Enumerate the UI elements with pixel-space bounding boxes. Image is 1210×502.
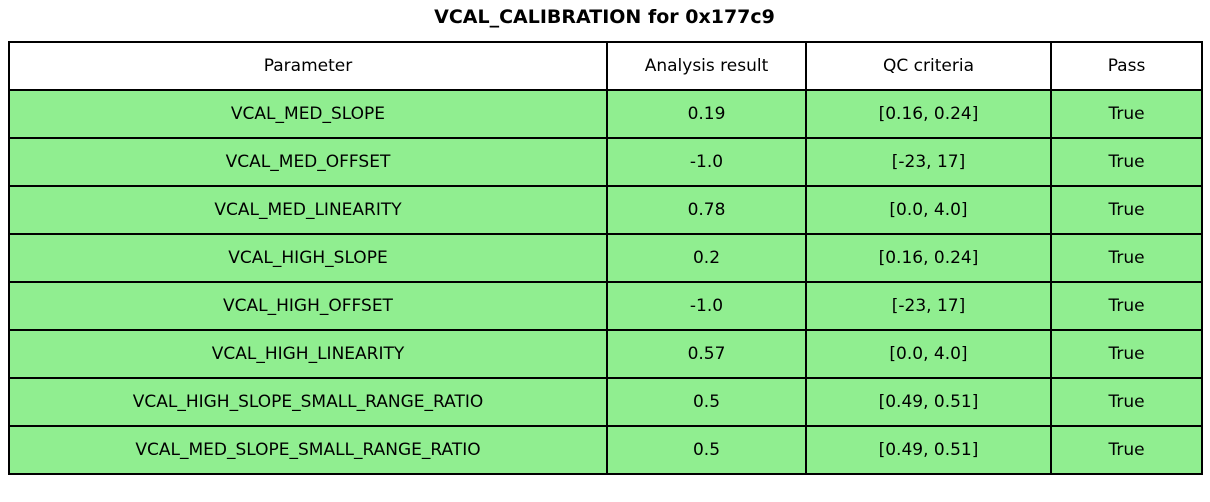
cell-parameter: VCAL_HIGH_SLOPE_SMALL_RANGE_RATIO: [8, 377, 608, 427]
table-row: VCAL_MED_OFFSET -1.0 [-23, 17] True: [8, 137, 1203, 187]
cell-qc-criteria: [-23, 17]: [805, 137, 1052, 187]
cell-pass: True: [1050, 137, 1203, 187]
cell-analysis-result: 0.2: [606, 233, 807, 283]
cell-qc-criteria: [0.16, 0.24]: [805, 233, 1052, 283]
table-row: VCAL_HIGH_SLOPE 0.2 [0.16, 0.24] True: [8, 233, 1203, 283]
table-row: VCAL_HIGH_SLOPE_SMALL_RANGE_RATIO 0.5 [0…: [8, 377, 1203, 427]
figure-title: VCAL_CALIBRATION for 0x177c9: [434, 6, 775, 28]
table-row: VCAL_HIGH_LINEARITY 0.57 [0.0, 4.0] True: [8, 329, 1203, 379]
cell-parameter: VCAL_HIGH_SLOPE: [8, 233, 608, 283]
table-row: VCAL_MED_LINEARITY 0.78 [0.0, 4.0] True: [8, 185, 1203, 235]
cell-parameter: VCAL_HIGH_LINEARITY: [8, 329, 608, 379]
cell-parameter: VCAL_MED_LINEARITY: [8, 185, 608, 235]
column-header-qc-criteria: QC criteria: [805, 41, 1052, 91]
cell-analysis-result: 0.5: [606, 425, 807, 475]
cell-parameter: VCAL_HIGH_OFFSET: [8, 281, 608, 331]
cell-analysis-result: 0.57: [606, 329, 807, 379]
cell-pass: True: [1050, 185, 1203, 235]
table-row: VCAL_MED_SLOPE 0.19 [0.16, 0.24] True: [8, 89, 1203, 139]
table-row: VCAL_HIGH_OFFSET -1.0 [-23, 17] True: [8, 281, 1203, 331]
cell-pass: True: [1050, 425, 1203, 475]
header-row: Parameter Analysis result QC criteria Pa…: [8, 41, 1203, 91]
cell-pass: True: [1050, 281, 1203, 331]
cell-qc-criteria: [0.0, 4.0]: [805, 185, 1052, 235]
qc-results-table: Parameter Analysis result QC criteria Pa…: [8, 41, 1203, 475]
column-header-parameter: Parameter: [8, 41, 608, 91]
cell-pass: True: [1050, 329, 1203, 379]
cell-qc-criteria: [0.49, 0.51]: [805, 425, 1052, 475]
cell-analysis-result: 0.5: [606, 377, 807, 427]
cell-analysis-result: -1.0: [606, 281, 807, 331]
cell-analysis-result: 0.78: [606, 185, 807, 235]
cell-qc-criteria: [0.0, 4.0]: [805, 329, 1052, 379]
cell-parameter: VCAL_MED_SLOPE_SMALL_RANGE_RATIO: [8, 425, 608, 475]
cell-qc-criteria: [0.16, 0.24]: [805, 89, 1052, 139]
cell-analysis-result: 0.19: [606, 89, 807, 139]
column-header-analysis-result: Analysis result: [606, 41, 807, 91]
table-row: VCAL_MED_SLOPE_SMALL_RANGE_RATIO 0.5 [0.…: [8, 425, 1203, 475]
cell-pass: True: [1050, 233, 1203, 283]
cell-pass: True: [1050, 377, 1203, 427]
column-header-pass: Pass: [1050, 41, 1203, 91]
cell-parameter: VCAL_MED_OFFSET: [8, 137, 608, 187]
cell-qc-criteria: [-23, 17]: [805, 281, 1052, 331]
cell-parameter: VCAL_MED_SLOPE: [8, 89, 608, 139]
cell-pass: True: [1050, 89, 1203, 139]
cell-qc-criteria: [0.49, 0.51]: [805, 377, 1052, 427]
cell-analysis-result: -1.0: [606, 137, 807, 187]
